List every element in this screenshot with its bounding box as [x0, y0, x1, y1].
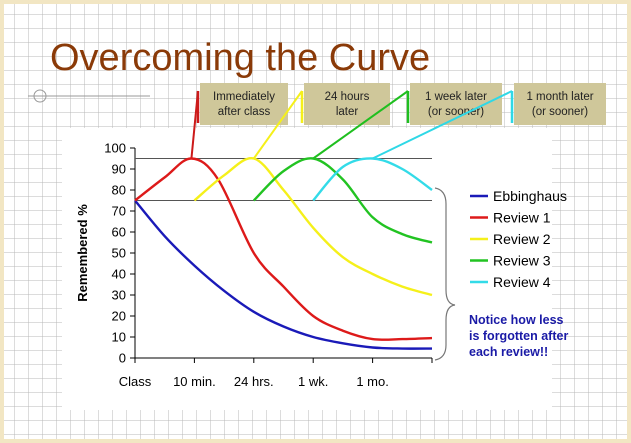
- review-note-line: Notice how less: [469, 313, 564, 327]
- callout-4-label: 1 month later: [526, 91, 593, 103]
- callout-3-label: 1 week later: [425, 91, 487, 103]
- x-tick-label: 10 min.: [173, 374, 216, 389]
- series-line-review-1: [134, 157, 433, 341]
- series-line-review-3: [252, 157, 433, 244]
- legend-label-review-1: Review 1: [493, 210, 551, 226]
- review-note: Notice how less is forgotten after each re…: [469, 313, 568, 359]
- callout-2-label: 24 hours: [325, 91, 370, 103]
- series-line-ebbinghaus: [134, 199, 433, 350]
- y-tick-label: 50: [112, 246, 126, 261]
- callout-4-label: (or sooner): [532, 106, 588, 118]
- series-line-review-2: [193, 157, 433, 297]
- y-tick-label: 40: [112, 267, 126, 282]
- callout-4-pointer: [372, 90, 513, 160]
- y-tick-label: 30: [112, 288, 126, 303]
- callout-2-label: later: [336, 106, 359, 118]
- curly-brace: [434, 187, 456, 361]
- legend-label-review-3: Review 3: [493, 253, 551, 269]
- x-tick-label: 1 mo.: [356, 374, 389, 389]
- callout-3-pointer: [312, 90, 409, 160]
- x-tick-label: 24 hrs.: [234, 374, 274, 389]
- callout-4-box: [514, 83, 606, 125]
- y-tick-label: 0: [119, 351, 126, 366]
- y-tick-label: 10: [112, 330, 126, 345]
- y-axis-label: Remembered %: [75, 204, 90, 302]
- review-note-line: is forgotten after: [469, 329, 568, 343]
- callout-1-label: Immediately: [213, 91, 275, 103]
- y-tick-label: 60: [112, 225, 126, 240]
- callout-3-label: (or sooner): [428, 106, 484, 118]
- y-tick-label: 20: [112, 309, 126, 324]
- legend-label-review-4: Review 4: [493, 274, 551, 290]
- callout-2-box: [304, 83, 390, 125]
- x-tick-label: Class: [119, 374, 152, 389]
- y-tick-label: 70: [112, 204, 126, 219]
- y-tick-label: 80: [112, 183, 126, 198]
- review-note-line: each review!!: [469, 345, 548, 359]
- crosshair-decoration: [28, 89, 150, 103]
- y-tick-label: 100: [104, 141, 126, 156]
- series-line-review-4: [312, 157, 433, 202]
- callout-2-pointer: [252, 90, 303, 160]
- chart-legend: Ebbinghaus Review 1 Review 2 Review 3 Review…: [470, 188, 567, 290]
- legend-label-ebbinghaus: Ebbinghaus: [493, 188, 567, 204]
- legend-label-review-2: Review 2: [493, 231, 551, 247]
- y-tick-label: 90: [112, 162, 126, 177]
- x-tick-label: 1 wk.: [298, 374, 328, 389]
- chart-plot: 0 10 20 30 40 50 60 70 80 90 100 Class 10 min. 24 hrs…: [75, 141, 433, 389]
- callout-boxes: Immediately after class 24 hours later 1 wee…: [190, 83, 606, 160]
- callout-1-box: [200, 83, 288, 125]
- callout-1-label: after class: [218, 106, 271, 118]
- slide-title: Overcoming the Curve: [50, 37, 430, 79]
- chart-panel: [62, 128, 552, 410]
